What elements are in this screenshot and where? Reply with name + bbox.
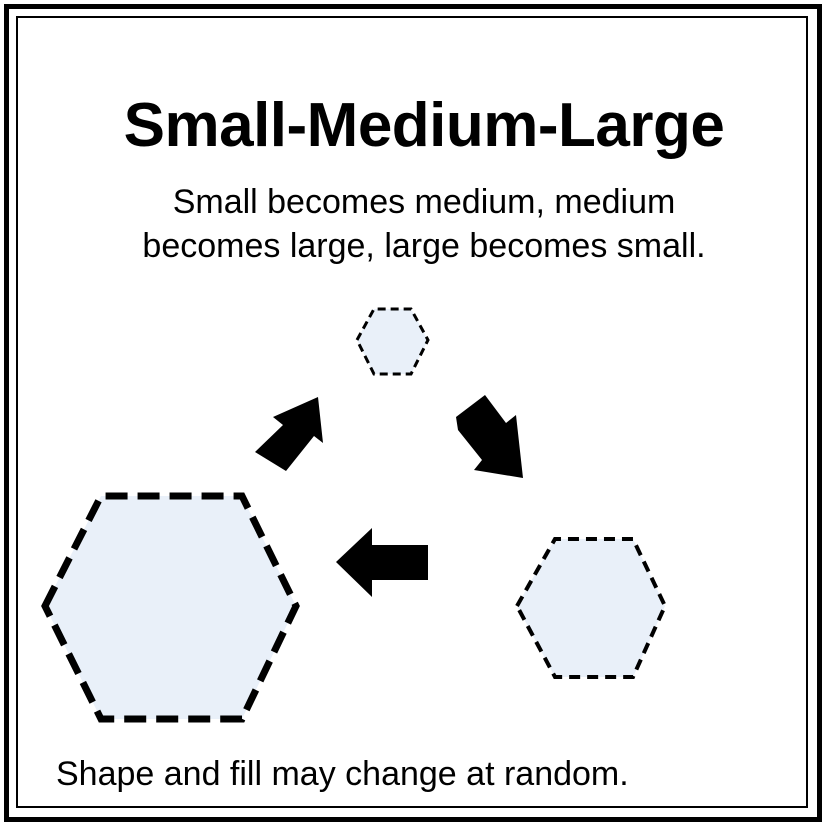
- diagram-footer: Shape and fill may change at random.: [56, 755, 629, 793]
- diagram-title: Small-Medium-Large: [123, 91, 725, 160]
- outer-border: [4, 4, 822, 822]
- subtitle-line-2: becomes large, large becomes small.: [142, 227, 706, 265]
- arrow-medium-to-large: [336, 528, 428, 597]
- arrow-large-to-small: [255, 397, 323, 471]
- inner-border: [16, 16, 808, 808]
- medium-hexagon: [514, 537, 668, 679]
- large-hexagon: [41, 492, 300, 723]
- small-hexagon: [355, 307, 430, 376]
- arrow-small-to-medium: [456, 395, 523, 478]
- diagram-subtitle: Small becomes medium, medium becomes lar…: [0, 180, 824, 268]
- subtitle-line-1: Small becomes medium, medium: [172, 183, 676, 221]
